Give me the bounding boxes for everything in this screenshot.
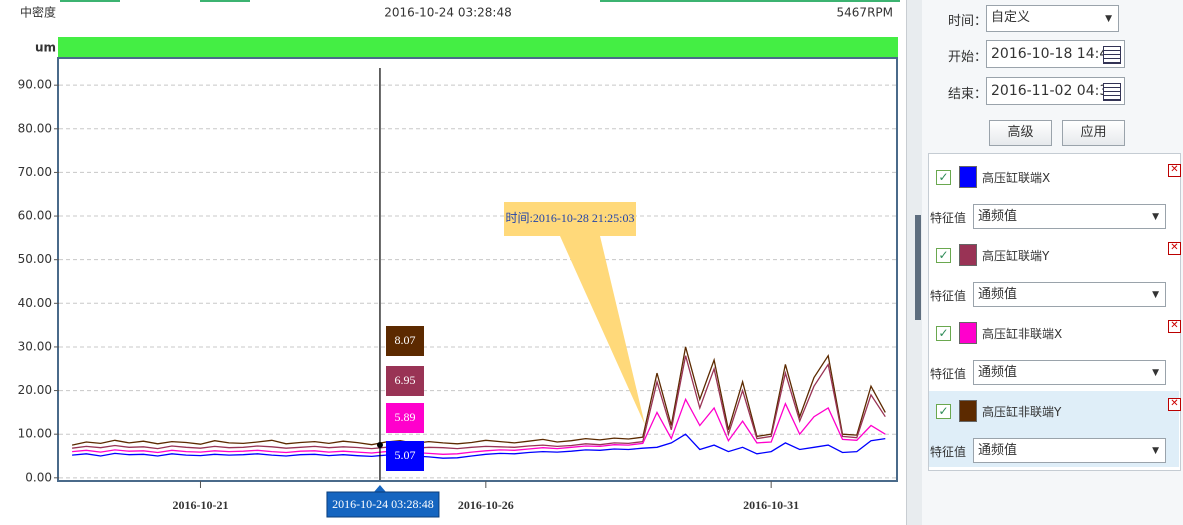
splitter (906, 0, 923, 525)
feature-select[interactable]: 通频值 ▼ (973, 204, 1166, 229)
header-left: 中密度 (20, 5, 56, 20)
y-tick-label: 50.00 (18, 252, 52, 266)
feature-label: 特征值 (930, 367, 967, 381)
cursor-value-box (386, 366, 424, 396)
y-tick-label: 30.00 (18, 339, 52, 353)
feature-label: 特征值 (930, 211, 967, 225)
dropdown-arrow: ▼ (1152, 368, 1159, 378)
cursor-label-box (326, 491, 440, 518)
feature-label: 特征值 (930, 445, 967, 459)
cursor-value: 8.07 (395, 333, 416, 347)
y-tick-label: 60.00 (18, 209, 52, 223)
series-checkbox[interactable]: ✓ (936, 248, 951, 263)
series-name: 高压缸非联端X (982, 327, 1063, 341)
calendar-icon[interactable] (1103, 83, 1121, 101)
y-tick-label: 80.00 (18, 121, 52, 135)
series-item: ✓ 高压缸联端Y ✕ 特征值 通频值 ▼ (929, 235, 1181, 311)
cursor-value-box (386, 403, 424, 433)
series-list: ✓ 高压缸联端X ✕ 特征值 通频值 ▼ ✓ 高压缸联端Y ✕ 特征值 通频值 ▼ ✓ 高压缸非联端X ✕ 特… (928, 153, 1181, 471)
cursor-point (376, 442, 383, 448)
feature-select[interactable]: 通频值 ▼ (973, 438, 1166, 463)
apply-button[interactable]: 应用 (1062, 120, 1125, 146)
start-input[interactable]: 2016-10-18 14:45 (986, 40, 1125, 68)
tooltip-tail (560, 236, 645, 425)
y-tick-label: 70.00 (18, 165, 52, 179)
end-value: 2016-11-02 04:30 (991, 83, 1118, 99)
header-time: 2016-10-24 03:28:48 (384, 6, 511, 20)
series-item: ✓ 高压缸联端X ✕ 特征值 通频值 ▼ (929, 157, 1181, 233)
start-label: 开始： (948, 50, 988, 65)
cursor-value: 5.07 (395, 448, 416, 462)
y-tick-label: 20.00 (18, 383, 52, 397)
time-select[interactable]: 自定义 ▼ (986, 5, 1119, 32)
feature-value: 通频值 (978, 287, 1018, 302)
series-checkbox[interactable]: ✓ (936, 326, 951, 341)
y-tick-label: 10.00 (18, 427, 52, 441)
tooltip-text: 时间:2016-10-28 21:25:03 (506, 211, 635, 225)
y-tick-label: 40.00 (18, 296, 52, 310)
series-remove[interactable]: ✕ (1168, 398, 1181, 411)
series-color[interactable] (959, 400, 977, 422)
tooltip-box (504, 202, 636, 236)
cursor-value-box (386, 441, 424, 471)
series-line (71, 346, 886, 446)
time-mode: 自定义 (991, 10, 1031, 25)
status-bar (58, 37, 898, 57)
feature-value: 通频值 (978, 443, 1018, 458)
series-name: 高压缸联端X (982, 171, 1051, 185)
plot-frame (57, 57, 898, 482)
series-color[interactable] (959, 322, 977, 344)
y-unit: um (35, 41, 56, 55)
series-name: 高压缸非联端Y (982, 405, 1062, 419)
chart: 中密度 2016-10-24 03:28:48 5467RPM um 0.00 1… (18, 0, 900, 518)
series-remove[interactable]: ✕ (1168, 320, 1181, 333)
side-panel: 时间： 自定义 ▼ 开始： 2016-10-18 14:45 结束： 2016-1… (922, 0, 1183, 525)
series-item: ✓ 高压缸非联端Y ✕ 特征值 通频值 ▼ (929, 391, 1181, 467)
x-tick-label: 2016-10-26 (458, 498, 514, 512)
y-tick-label: 0.00 (25, 470, 52, 484)
series-color[interactable] (959, 166, 977, 188)
feature-label: 特征值 (930, 289, 967, 303)
series-line (72, 397, 886, 455)
time-label: 时间： (948, 14, 988, 29)
cursor-pointer (373, 485, 386, 492)
advanced-button[interactable]: 高级 (989, 120, 1052, 146)
x-tick-label: 2016-10-31 (743, 498, 799, 512)
y-tick-label: 90.00 (18, 78, 52, 92)
x-tick-label: 2016-10-21 (172, 498, 228, 512)
series-remove[interactable]: ✕ (1168, 164, 1181, 177)
series-line (72, 433, 886, 459)
feature-select[interactable]: 通频值 ▼ (973, 360, 1166, 385)
series-checkbox[interactable]: ✓ (936, 404, 951, 419)
end-label: 结束： (948, 87, 988, 102)
calendar-icon[interactable] (1103, 46, 1121, 64)
feature-select[interactable]: 通频值 ▼ (973, 282, 1166, 307)
cursor-value: 5.89 (395, 410, 416, 424)
dropdown-arrow: ▼ (1152, 290, 1159, 300)
series-line (72, 355, 886, 450)
series-remove[interactable]: ✕ (1168, 242, 1181, 255)
series-item: ✓ 高压缸非联端X ✕ 特征值 通频值 ▼ (929, 313, 1181, 389)
feature-value: 通频值 (978, 365, 1018, 380)
collapse-tab[interactable] (915, 215, 921, 320)
dropdown-arrow: ▼ (1152, 446, 1159, 456)
feature-value: 通频值 (978, 209, 1018, 224)
series-color[interactable] (959, 244, 977, 266)
series-name: 高压缸联端Y (982, 249, 1050, 263)
dropdown-arrow: ▼ (1152, 212, 1159, 222)
cursor-label: 2016-10-24 03:28:48 (332, 497, 434, 511)
start-value: 2016-10-18 14:45 (991, 46, 1118, 62)
header-right: 5467RPM (837, 6, 893, 20)
cursor-value-box (386, 326, 424, 356)
series-checkbox[interactable]: ✓ (936, 170, 951, 185)
end-input[interactable]: 2016-11-02 04:30 (986, 77, 1125, 105)
cursor-value: 6.95 (395, 373, 416, 387)
